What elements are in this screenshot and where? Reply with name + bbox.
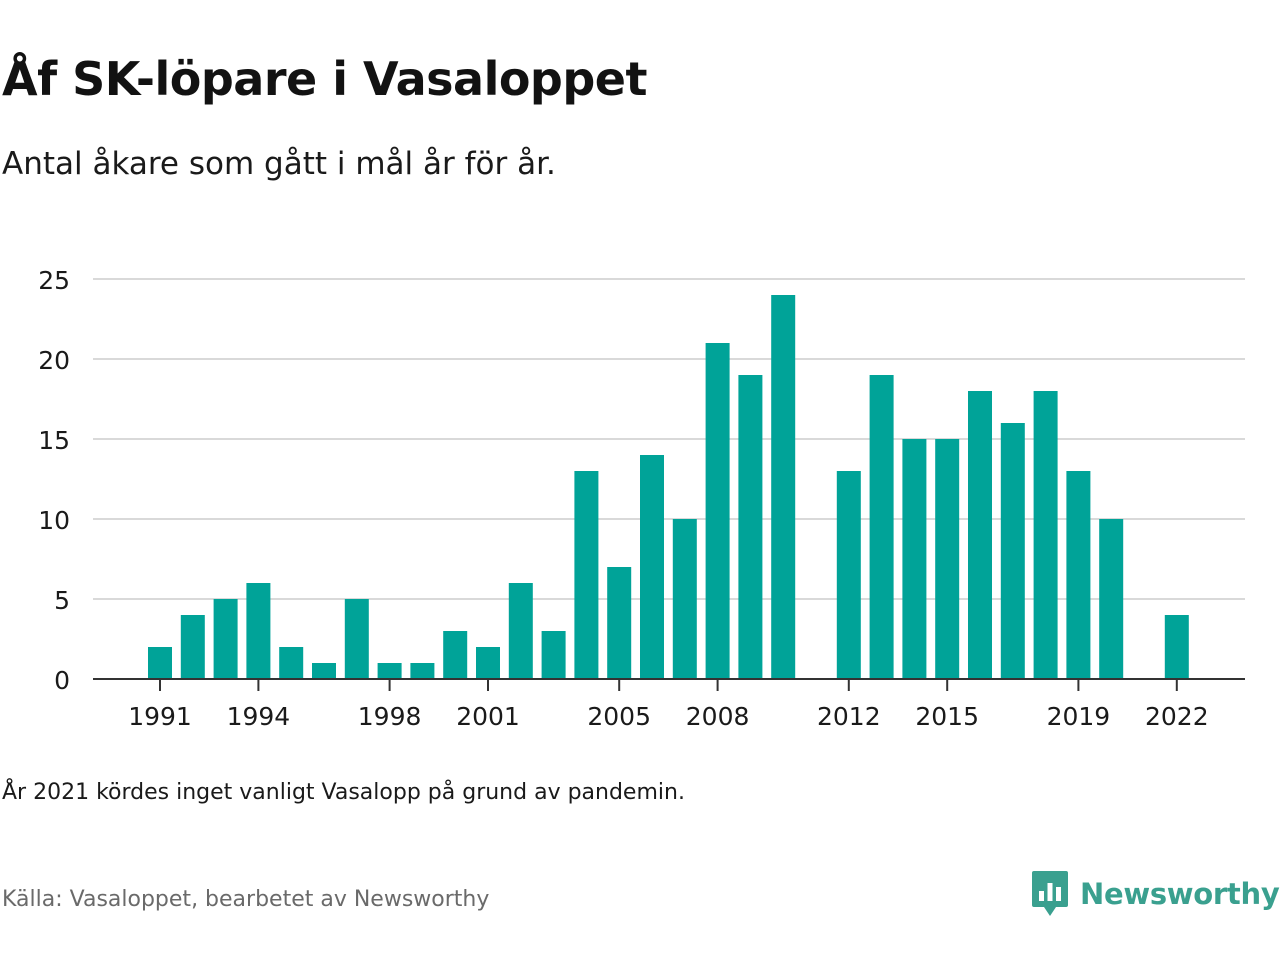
bar-2020 <box>1099 519 1124 679</box>
x-tick-label: 1994 <box>227 702 291 731</box>
bar-2013 <box>869 375 894 679</box>
y-tick-label: 5 <box>54 586 70 615</box>
chart-subtitle: Antal åkare som gått i mål år för år. <box>2 146 556 182</box>
bar-1995 <box>279 647 304 679</box>
newsworthy-logo-icon <box>1032 871 1068 916</box>
bar-1992 <box>180 615 205 679</box>
bar-1991 <box>148 647 172 679</box>
bar-1998 <box>377 663 402 679</box>
y-tick-label: 15 <box>38 426 70 455</box>
bar-2016 <box>968 391 992 679</box>
x-tick-label: 2022 <box>1145 702 1209 731</box>
x-tick-label: 1998 <box>358 702 422 731</box>
bar-2007 <box>672 519 697 679</box>
bar-2002 <box>508 583 533 679</box>
bar-2000 <box>443 631 468 679</box>
bar-2018 <box>1033 391 1058 679</box>
x-tick-label: 2019 <box>1047 702 1111 731</box>
bar-2017 <box>1000 423 1025 679</box>
bar-1997 <box>344 599 369 679</box>
bar-1994 <box>246 583 271 679</box>
y-tick-label: 25 <box>38 266 70 295</box>
bars <box>148 295 1189 679</box>
bar-2006 <box>640 455 664 679</box>
x-axis-ticks: 1991 1994 1998 2001 2005 2008 2012 2015 2019 2022 <box>128 679 1209 731</box>
brand-logo: Newsworthy <box>1030 868 1280 920</box>
footnote: År 2021 kördes inget vanligt Vasalopp på… <box>2 780 685 805</box>
x-tick-label: 2001 <box>456 702 520 731</box>
bar-1996 <box>312 663 336 679</box>
bar-2015 <box>935 439 960 679</box>
x-tick-label: 2012 <box>817 702 881 731</box>
y-tick-label: 20 <box>38 346 70 375</box>
bar-2022 <box>1164 615 1189 679</box>
source-credit: Källa: Vasaloppet, bearbetet av Newswort… <box>2 887 490 912</box>
y-tick-label: 10 <box>38 506 70 535</box>
chart-title: Åf SK-löpare i Vasaloppet <box>2 52 647 106</box>
bar-2001 <box>476 647 500 679</box>
bar-1999 <box>410 663 435 679</box>
bar-2014 <box>902 439 927 679</box>
bar-2012 <box>836 471 861 679</box>
x-tick-label: 2008 <box>686 702 750 731</box>
x-tick-label: 2015 <box>915 702 979 731</box>
bar-2004 <box>574 471 599 679</box>
bar-2003 <box>541 631 566 679</box>
bar-2010 <box>771 295 796 679</box>
bar-1993 <box>213 599 238 679</box>
bar-chart: 0 5 10 15 20 25 1991 1994 1998 2001 2005 2008 2012 2… <box>38 266 1245 731</box>
bar-2019 <box>1066 471 1091 679</box>
x-tick-label: 2005 <box>587 702 651 731</box>
y-axis-ticks: 0 5 10 15 20 25 <box>38 266 70 695</box>
y-tick-label: 0 <box>54 666 70 695</box>
bar-2005 <box>607 567 632 679</box>
x-tick-label: 1991 <box>128 702 192 731</box>
bar-2008 <box>705 343 730 679</box>
bar-2009 <box>738 375 763 679</box>
brand-name: Newsworthy <box>1080 877 1280 911</box>
